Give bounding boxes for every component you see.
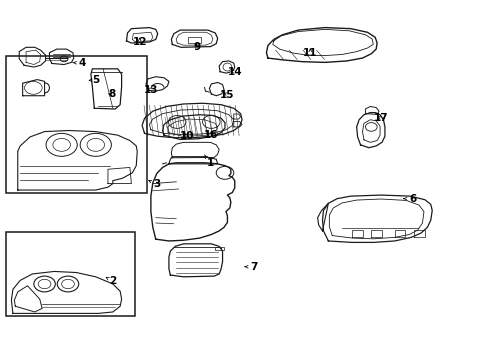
Bar bbox=[5, 232, 135, 316]
Text: 17: 17 bbox=[373, 113, 387, 123]
Text: 12: 12 bbox=[132, 37, 146, 47]
Text: 11: 11 bbox=[303, 48, 317, 58]
Text: 6: 6 bbox=[403, 194, 415, 204]
Text: 1: 1 bbox=[204, 155, 214, 168]
Text: 14: 14 bbox=[227, 67, 242, 77]
Bar bbox=[188, 37, 200, 42]
Bar bbox=[5, 56, 147, 193]
Text: 3: 3 bbox=[148, 179, 160, 189]
Bar bbox=[215, 247, 221, 250]
Bar bbox=[221, 247, 223, 250]
Text: 10: 10 bbox=[180, 131, 194, 141]
Text: 4: 4 bbox=[73, 58, 85, 68]
Text: 9: 9 bbox=[193, 42, 200, 52]
Text: 7: 7 bbox=[244, 262, 257, 272]
Text: 15: 15 bbox=[220, 90, 234, 100]
Text: 5: 5 bbox=[89, 75, 100, 85]
Text: 13: 13 bbox=[143, 85, 158, 95]
Text: 2: 2 bbox=[106, 276, 116, 287]
Text: 8: 8 bbox=[108, 89, 115, 99]
Text: 16: 16 bbox=[203, 130, 218, 140]
